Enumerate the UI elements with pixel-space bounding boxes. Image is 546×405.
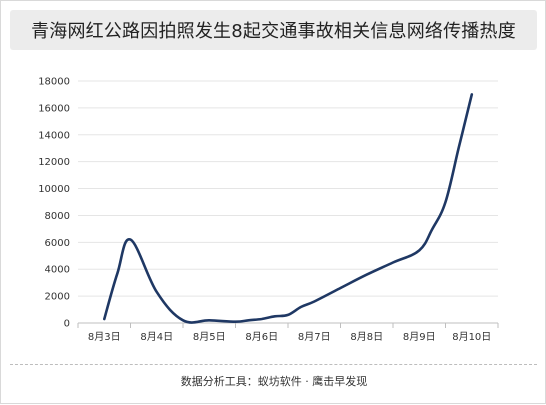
x-tick-label: 8月4日 (140, 331, 173, 343)
y-tick-label: 14000 (38, 130, 70, 141)
axis-layer (77, 322, 499, 328)
y-tick-label: 2000 (45, 292, 70, 303)
x-tick-label: 8月5日 (193, 331, 226, 343)
chart-title: 青海网红公路因拍照发生8起交通事故相关信息网络传播热度 (31, 21, 516, 42)
x-tick-label: 8月9日 (403, 331, 436, 343)
x-tick-label: 8月10日 (452, 331, 491, 343)
x-tick-label: 8月6日 (245, 331, 278, 343)
y-tick-label: 16000 (38, 103, 70, 114)
footer-credit: 数据分析工具：蚁坊软件 · 鹰击早发现 (180, 375, 368, 388)
footer-divider (10, 364, 537, 365)
y-tick-label: 18000 (38, 77, 70, 88)
x-tick-label: 8月8日 (350, 331, 383, 343)
y-tick-label: 0 (64, 319, 70, 330)
series-layer (103, 93, 474, 324)
y-tick-label: 10000 (38, 184, 70, 195)
y-tick-label: 12000 (38, 157, 70, 168)
x-tick-label: 8月7日 (298, 331, 331, 343)
y-tick-label: 8000 (45, 211, 70, 222)
title-bar: 青海网红公路因拍照发生8起交通事故相关信息网络传播热度 (10, 10, 537, 50)
y-tick-label: 6000 (45, 238, 70, 249)
grid-layer (78, 80, 498, 297)
x-tick-label: 8月3日 (88, 331, 121, 343)
series-line (103, 93, 474, 324)
y-tick-label: 4000 (45, 265, 70, 276)
label-layer: 0 2000 4000 6000 8000 10000 12000 14000 16000 180… (38, 77, 491, 344)
